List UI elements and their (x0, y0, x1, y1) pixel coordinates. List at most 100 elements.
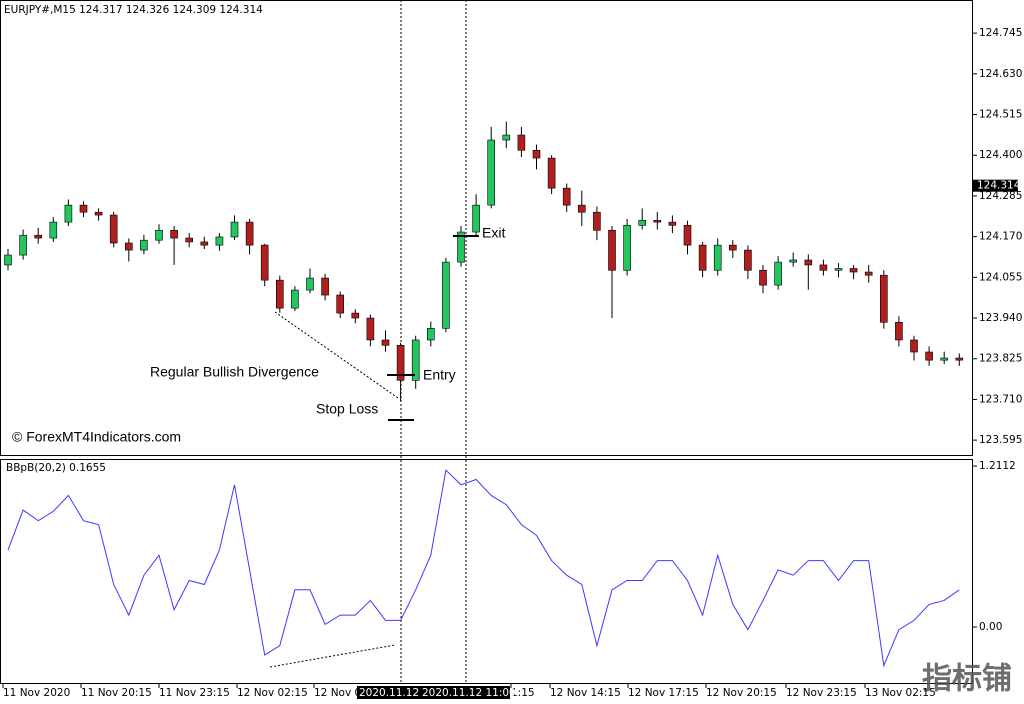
candle-body (804, 259, 813, 266)
candle-body (608, 229, 616, 271)
candle-body (849, 268, 858, 273)
y-tick-label: 0.00 (979, 621, 1002, 633)
candle-body (396, 344, 405, 381)
cursor-label: 2020.11.12 11:00 (422, 687, 516, 699)
y-tick-label: 124.055 (979, 271, 1022, 283)
main-panel (0, 0, 973, 456)
candle-body (955, 357, 964, 361)
candle-body (155, 229, 163, 241)
candle-body (442, 261, 450, 329)
candle-body (713, 244, 722, 271)
y-tick-label: 123.825 (979, 353, 1022, 365)
candle-body (864, 271, 873, 276)
candle-body (502, 134, 511, 141)
candle-body (547, 157, 556, 189)
candle-body (517, 134, 526, 151)
y-tick-label: 124.515 (979, 109, 1022, 121)
candle-body (245, 221, 254, 246)
y-tick-label: 124.630 (979, 68, 1022, 80)
x-tick-label: 12 Nov 20:15 (706, 687, 777, 699)
y-tick-label: 124.285 (979, 190, 1022, 202)
candle-body (34, 234, 43, 239)
x-tick-label: 12 Nov 0 (314, 687, 361, 699)
cursor-label-bg (420, 686, 510, 699)
candle-body (275, 279, 284, 309)
y-tick-label: 123.940 (979, 312, 1022, 324)
candle-body (109, 214, 118, 244)
candle-body (306, 277, 314, 291)
candle-body (653, 220, 662, 223)
candle-body (64, 204, 73, 223)
candle-body (487, 139, 496, 206)
candle-body (321, 277, 329, 296)
x-tick-label: 11 Nov 23:15 (159, 687, 230, 699)
candle-body (925, 351, 933, 361)
candle-body (593, 211, 601, 231)
candle-body (366, 317, 375, 341)
candle-body (381, 339, 390, 346)
candle-body (895, 321, 903, 341)
indicator-line (7, 469, 960, 668)
watermark: © ForexMT4Indicators.com (12, 429, 181, 445)
x-tick-label: 12 Nov 02:15 (237, 687, 308, 699)
candle-body (140, 239, 148, 251)
candle-body (291, 289, 299, 309)
candle-body (457, 231, 465, 263)
indicator-panel (0, 459, 973, 684)
candle-body (49, 221, 58, 239)
candle-body (562, 187, 571, 206)
candle-body (698, 244, 707, 271)
price-tag-bg (973, 179, 1018, 192)
annotation: Entry (423, 367, 456, 383)
candle-body (336, 294, 345, 314)
candle-body (260, 244, 269, 281)
y-tick-label: 1.2112 (979, 460, 1016, 472)
candle-body (879, 274, 888, 323)
corner-mark: 指标铺 (922, 662, 1012, 697)
candle-body (351, 312, 360, 319)
candle-body (940, 357, 949, 361)
y-tick-label: 124.400 (979, 149, 1022, 161)
candle-body (728, 244, 737, 251)
price-tag: 124.314 (977, 180, 1021, 192)
candle-body (910, 339, 918, 353)
y-tick-label: 123.595 (979, 434, 1022, 446)
divergence-line (274, 311, 399, 399)
x-tick-label: 12 Nov 23:15 (786, 687, 857, 699)
candle-body (744, 249, 752, 271)
candle-body (668, 221, 677, 226)
x-tick-label: 11 Nov 2020 (3, 687, 70, 699)
x-tick-label: 1:15 (511, 687, 535, 699)
candle-body (215, 236, 224, 246)
candle-body (683, 225, 692, 246)
y-tick-label: 123.710 (979, 393, 1022, 405)
candle-body (834, 268, 843, 271)
x-tick-label: 13 Nov 02:15 (865, 687, 936, 699)
candle-body (125, 242, 133, 251)
x-tick-label: 12 Nov 14:15 (550, 687, 621, 699)
annotation: Stop Loss (316, 401, 378, 417)
cursor-label-bg (357, 686, 420, 699)
candle-body (623, 225, 631, 271)
candle-body (94, 211, 103, 216)
x-tick-label: 11 Nov 20:15 (81, 687, 152, 699)
candle-body (79, 204, 88, 213)
candle-body (19, 234, 27, 256)
candle-body (185, 237, 193, 243)
candle-body (170, 229, 178, 239)
indicator-title: BBpB(20,2) 0.1655 (6, 462, 106, 474)
chart-title: EURJPY#,M15 124.317 124.326 124.309 124.… (4, 4, 263, 16)
candle-body (230, 221, 239, 238)
candle-body (638, 220, 647, 226)
candle-body (819, 264, 828, 271)
y-tick-label: 124.745 (979, 27, 1022, 39)
candle-body (411, 339, 420, 381)
annotation: Exit (482, 225, 505, 241)
candle-body (789, 259, 798, 263)
candle-body (4, 254, 12, 266)
candle-body (472, 204, 480, 233)
candle-body (532, 149, 541, 159)
annotation: Regular Bullish Divergence (150, 364, 319, 380)
